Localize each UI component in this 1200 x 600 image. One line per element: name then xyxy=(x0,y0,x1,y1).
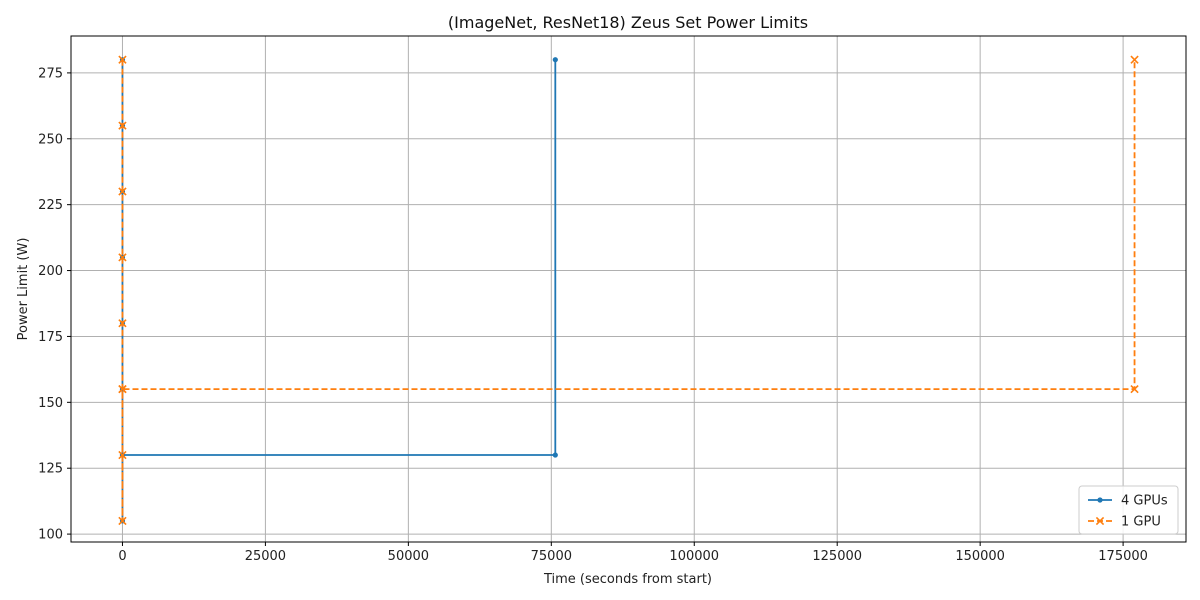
x-tick-label: 50000 xyxy=(388,549,429,564)
y-axis-title: Power Limit (W) xyxy=(16,238,31,341)
y-tick-label: 125 xyxy=(38,462,63,477)
legend-marker xyxy=(1097,497,1103,503)
legend-label: 1 GPU xyxy=(1121,515,1161,530)
data-point-1-gpu xyxy=(118,121,127,130)
data-point-1-gpu xyxy=(118,253,127,262)
data-point-1-gpu xyxy=(118,55,127,64)
y-tick-label: 200 xyxy=(38,264,63,279)
y-tick-label: 150 xyxy=(38,396,63,411)
data-point-4-gpus xyxy=(552,57,558,63)
x-tick-label: 0 xyxy=(118,549,126,564)
legend-box xyxy=(1078,485,1179,535)
plot-frame xyxy=(70,35,1187,543)
x-tick-label: 175000 xyxy=(1098,549,1148,564)
x-tick-label: 25000 xyxy=(245,549,286,564)
y-tick-label: 225 xyxy=(38,198,63,213)
grid-lines xyxy=(71,36,1186,542)
data-point-1-gpu xyxy=(118,450,127,460)
data-point-1-gpu xyxy=(118,187,127,196)
x-tick-label: 125000 xyxy=(812,549,862,564)
y-axis-ticks: 100 125 150 175 200 225 250 275 xyxy=(38,66,71,543)
data-point-1-gpu xyxy=(1130,384,1139,394)
x-tick-label: 150000 xyxy=(955,549,1005,564)
x-axis-ticks: 0 25000 50000 75000 100000 125000 150000 175000 xyxy=(118,542,1148,564)
x-axis-title: Time (seconds from start) xyxy=(543,572,712,587)
legend-item-4-gpus: 4 GPUs xyxy=(1088,494,1168,509)
data-point-1-gpu xyxy=(118,516,127,526)
legend-label: 4 GPUs xyxy=(1121,494,1168,509)
legend-marker xyxy=(1095,516,1105,526)
data-point-1-gpu xyxy=(118,319,127,328)
x-tick-label: 75000 xyxy=(531,549,572,564)
y-tick-label: 250 xyxy=(38,132,63,147)
y-tick-label: 275 xyxy=(38,66,63,81)
chart-title: (ImageNet, ResNet18) Zeus Set Power Limi… xyxy=(448,13,808,32)
legend-item-1-gpu: 1 GPU xyxy=(1088,515,1161,530)
y-tick-label: 100 xyxy=(38,528,63,543)
data-point-1-gpu xyxy=(1130,55,1139,64)
series-1-gpu xyxy=(118,55,1139,526)
y-tick-label: 175 xyxy=(38,330,63,345)
series-layer xyxy=(118,55,1139,526)
data-point-1-gpu xyxy=(118,384,127,394)
x-tick-label: 100000 xyxy=(669,549,719,564)
legend: 4 GPUs 1 GPU xyxy=(1078,485,1179,535)
data-point-4-gpus xyxy=(552,452,558,458)
